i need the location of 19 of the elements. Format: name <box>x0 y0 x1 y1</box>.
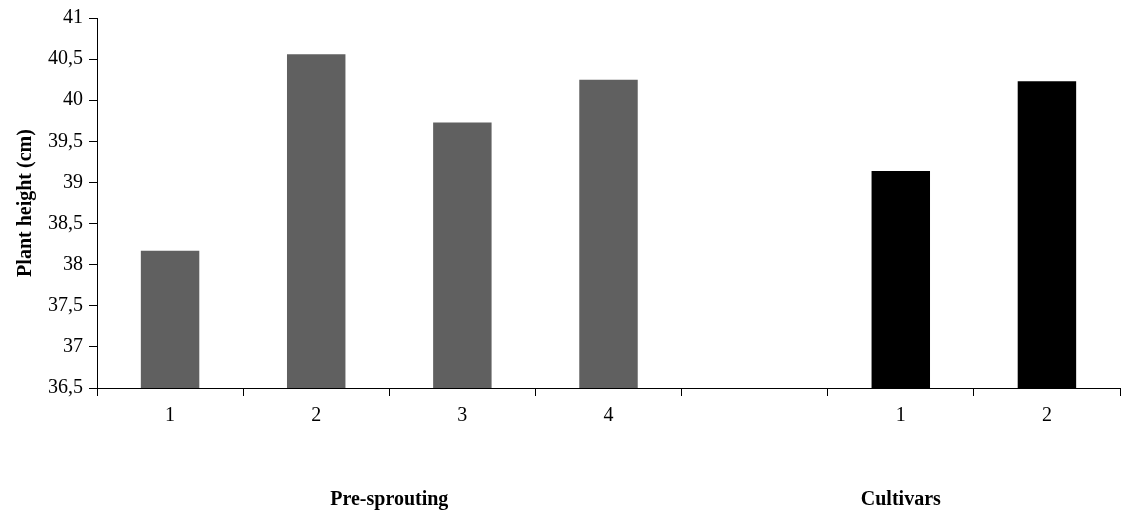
y-tick-label: 39 <box>63 169 83 192</box>
y-tick-label: 38,5 <box>48 210 83 233</box>
x-tick-label: 4 <box>603 403 614 426</box>
y-tick-label: 40 <box>63 87 83 110</box>
y-tick-label: 37 <box>63 334 83 357</box>
y-tick-label: 37,5 <box>48 293 83 316</box>
y-axis-title: Plant height (cm) <box>13 129 37 277</box>
y-tick-label: 39,5 <box>48 128 83 151</box>
y-tick-label: 40,5 <box>48 46 83 69</box>
text: Pre-sprouting <box>330 487 449 511</box>
y-tick-label: 38 <box>63 251 83 274</box>
y-tick-label: 36,5 <box>48 375 83 398</box>
x-tick-label: 2 <box>1041 403 1052 426</box>
x-tick-label: 1 <box>895 403 906 426</box>
x-tick-label: 1 <box>165 403 176 426</box>
text: Cultivars <box>860 487 941 510</box>
y-tick-label: 41 <box>63 5 83 28</box>
x-tick-label: 2 <box>311 403 322 426</box>
x-tick-label: 3 <box>457 403 468 426</box>
